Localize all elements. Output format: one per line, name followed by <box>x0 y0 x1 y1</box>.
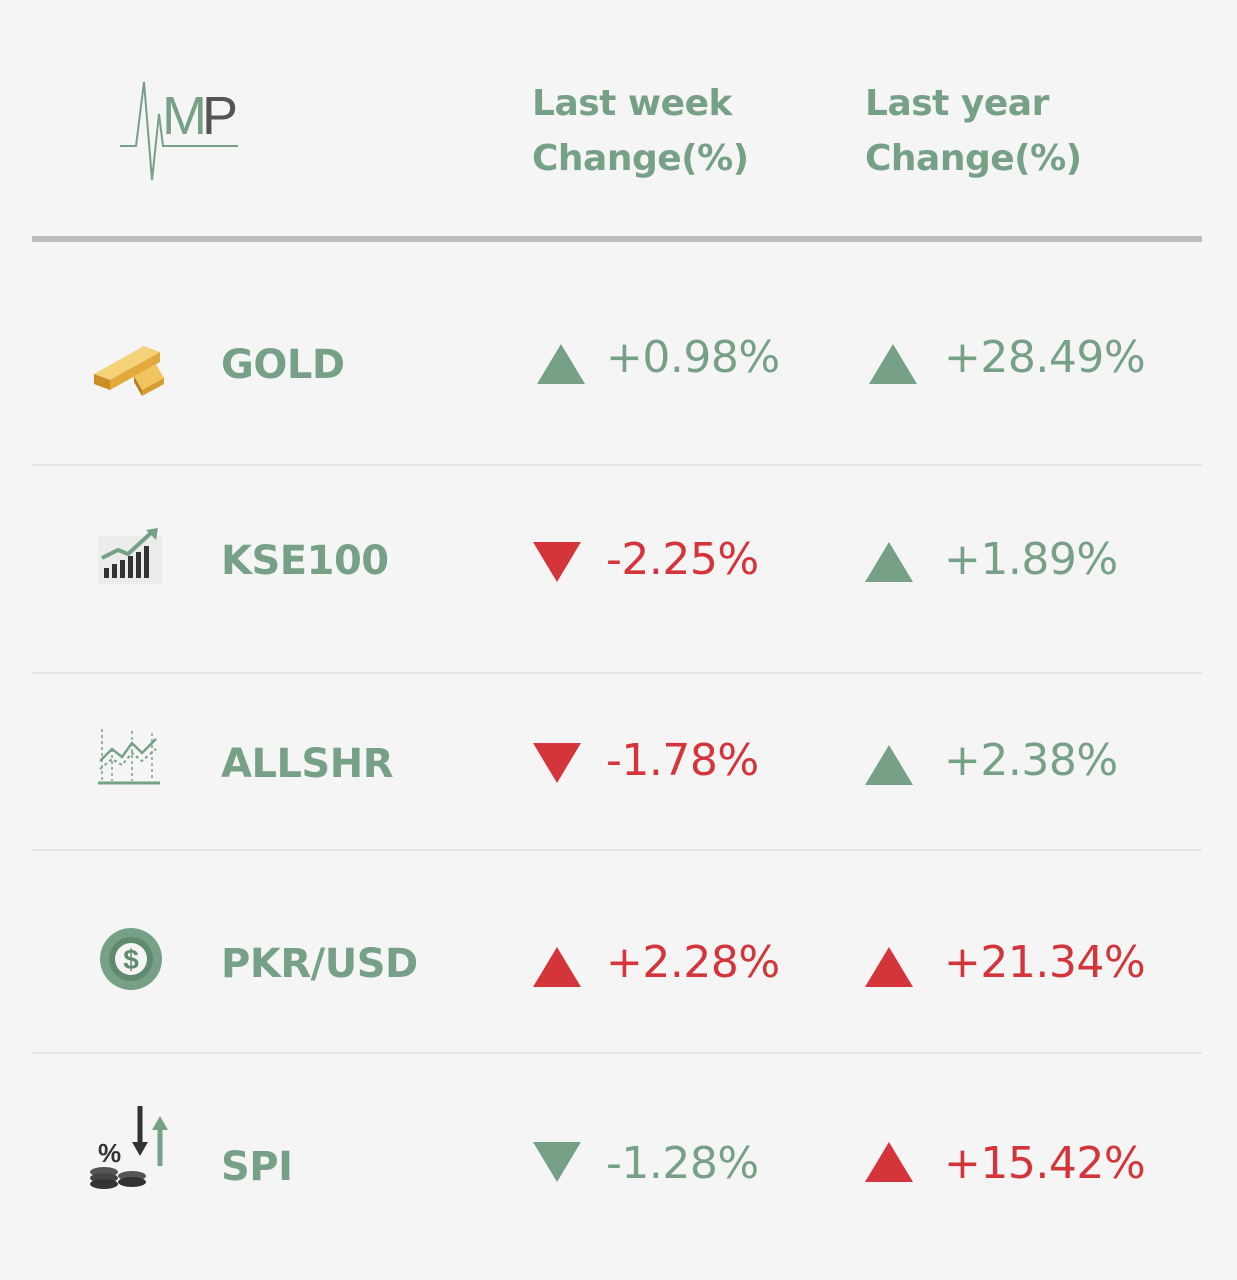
year-change-value: +15.42% <box>944 1138 1146 1189</box>
header-last-year: Last year Change(%) <box>865 76 1082 186</box>
logo-m: M <box>162 86 207 146</box>
header-last-week-line2: Change(%) <box>532 138 749 179</box>
header-last-week-line1: Last week <box>532 83 732 124</box>
up-arrow-icon <box>537 344 585 384</box>
row-name: ALLSHR <box>221 741 394 787</box>
row-divider <box>32 672 1202 674</box>
up-arrow-icon <box>865 947 913 987</box>
week-change-value: +0.98% <box>606 332 780 383</box>
up-arrow-icon <box>869 344 917 384</box>
bar-chart-trend-icon <box>84 528 174 608</box>
svg-text:%: % <box>98 1138 121 1168</box>
week-change-value: -2.25% <box>606 534 759 585</box>
row-name: SPI <box>221 1144 293 1190</box>
gold-bars-icon <box>84 332 174 412</box>
row-divider <box>32 1052 1202 1054</box>
amp-logo: M P <box>118 72 242 188</box>
row-name: PKR/USD <box>221 941 418 987</box>
year-change-value: +21.34% <box>944 937 1146 988</box>
up-arrow-icon <box>865 542 913 582</box>
year-change-value: +28.49% <box>944 332 1146 383</box>
down-arrow-icon <box>533 542 581 582</box>
week-change-value: +2.28% <box>606 937 780 988</box>
line-chart-icon <box>84 727 174 807</box>
week-change-value: -1.78% <box>606 735 759 786</box>
up-arrow-icon <box>533 947 581 987</box>
down-arrow-icon <box>533 743 581 783</box>
header-last-year-line1: Last year <box>865 83 1049 124</box>
week-change-value: -1.28% <box>606 1138 759 1189</box>
svg-text:$: $ <box>123 944 139 975</box>
heartbeat-logo-icon: M P <box>120 81 238 181</box>
header-divider <box>32 236 1202 242</box>
header-last-year-line2: Change(%) <box>865 138 1082 179</box>
row-divider <box>32 849 1202 851</box>
row-name: KSE100 <box>221 538 389 584</box>
dollar-coin-icon: $ <box>84 923 174 1003</box>
row-divider <box>32 464 1202 466</box>
logo-p: P <box>202 86 238 146</box>
header-last-week: Last week Change(%) <box>532 76 749 186</box>
year-change-value: +1.89% <box>944 534 1118 585</box>
row-name: GOLD <box>221 342 345 388</box>
year-change-value: +2.38% <box>944 735 1118 786</box>
down-arrow-icon <box>533 1142 581 1182</box>
up-arrow-icon <box>865 1142 913 1182</box>
percent-coins-arrows-icon: % <box>84 1104 174 1189</box>
up-arrow-icon <box>865 745 913 785</box>
